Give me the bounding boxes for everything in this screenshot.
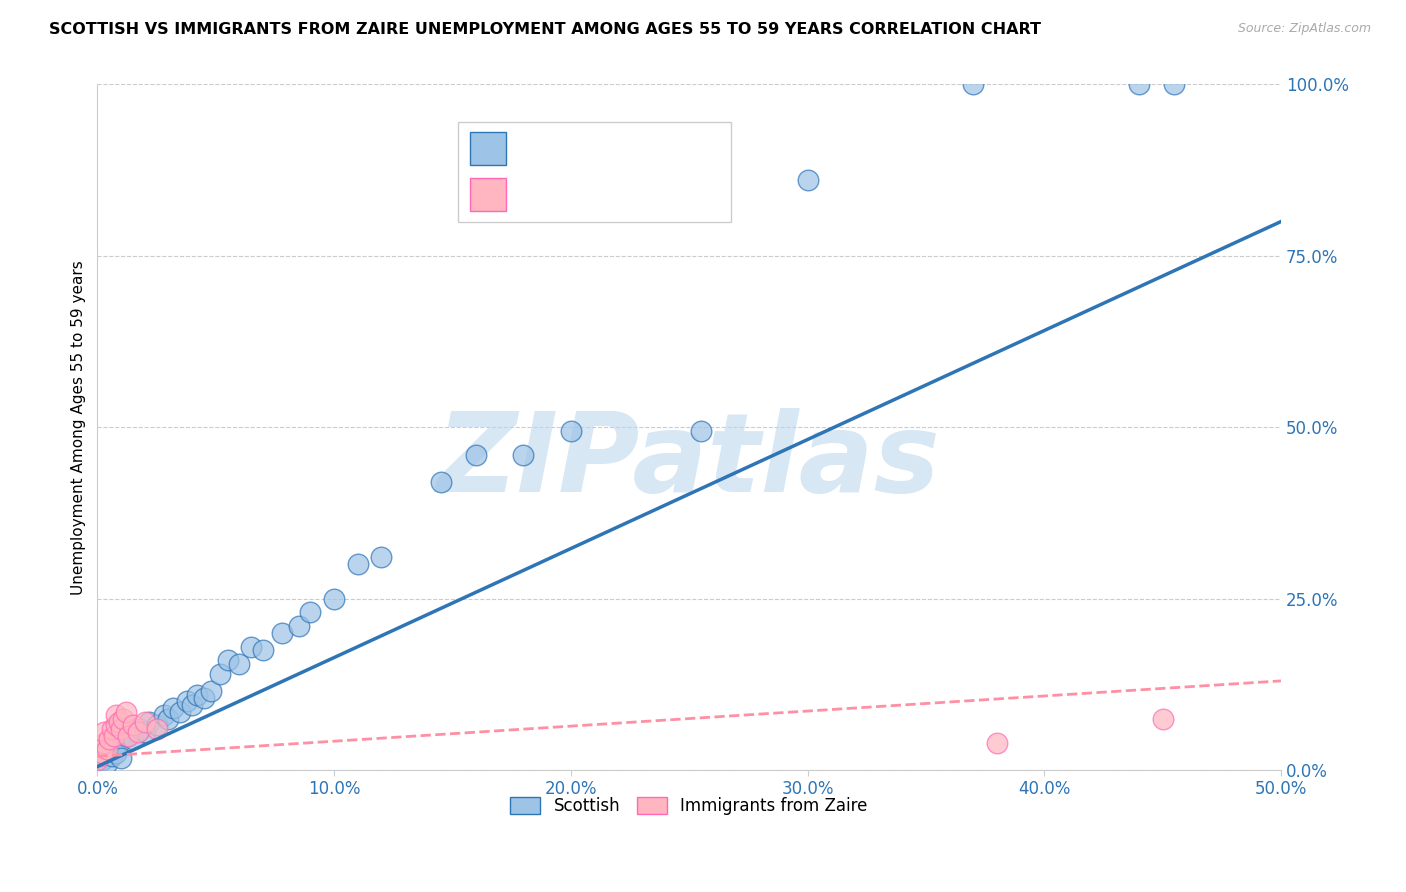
Legend: Scottish, Immigrants from Zaire: Scottish, Immigrants from Zaire bbox=[502, 789, 876, 823]
Point bbox=[169, 705, 191, 719]
Point bbox=[152, 708, 174, 723]
Point bbox=[193, 691, 215, 706]
Point bbox=[287, 619, 309, 633]
Point bbox=[986, 735, 1008, 749]
Point bbox=[228, 657, 250, 671]
Point bbox=[127, 725, 149, 739]
Point bbox=[114, 705, 136, 719]
Point bbox=[1163, 78, 1185, 92]
Point bbox=[690, 424, 713, 438]
Point bbox=[176, 694, 198, 708]
Point bbox=[1152, 712, 1174, 726]
Point bbox=[105, 708, 128, 723]
Point bbox=[162, 701, 184, 715]
Point bbox=[1128, 78, 1150, 92]
Point bbox=[98, 732, 121, 747]
Point bbox=[114, 729, 136, 743]
Point bbox=[96, 756, 118, 771]
Point bbox=[93, 725, 115, 739]
FancyBboxPatch shape bbox=[470, 132, 506, 165]
Point bbox=[100, 749, 122, 764]
Text: SCOTTISH VS IMMIGRANTS FROM ZAIRE UNEMPLOYMENT AMONG AGES 55 TO 59 YEARS CORRELA: SCOTTISH VS IMMIGRANTS FROM ZAIRE UNEMPL… bbox=[49, 22, 1042, 37]
Point bbox=[134, 714, 156, 729]
Point bbox=[209, 667, 232, 681]
Point bbox=[107, 714, 129, 729]
Point bbox=[110, 722, 132, 736]
Point bbox=[252, 643, 274, 657]
Point bbox=[103, 729, 125, 743]
Text: R = 0.078   N = 23: R = 0.078 N = 23 bbox=[520, 186, 690, 203]
Point bbox=[129, 722, 152, 736]
Point bbox=[145, 722, 167, 736]
Point bbox=[105, 718, 128, 732]
Point bbox=[512, 448, 534, 462]
Y-axis label: Unemployment Among Ages 55 to 59 years: Unemployment Among Ages 55 to 59 years bbox=[72, 260, 86, 595]
Text: R = 0.539   N = 45: R = 0.539 N = 45 bbox=[520, 140, 690, 158]
Point bbox=[86, 753, 108, 767]
Point bbox=[186, 688, 208, 702]
Point bbox=[103, 739, 125, 753]
Point bbox=[93, 746, 115, 760]
Point bbox=[138, 714, 160, 729]
Point bbox=[370, 550, 392, 565]
Point bbox=[121, 732, 143, 747]
Point bbox=[157, 712, 180, 726]
Point bbox=[346, 558, 368, 572]
Point bbox=[145, 718, 167, 732]
Point bbox=[121, 718, 143, 732]
Point bbox=[110, 750, 132, 764]
Point bbox=[465, 448, 488, 462]
Point bbox=[796, 173, 818, 187]
Text: ZIPatlas: ZIPatlas bbox=[437, 408, 941, 515]
Point bbox=[93, 735, 115, 749]
Point bbox=[240, 640, 263, 654]
Point bbox=[134, 725, 156, 739]
Point bbox=[91, 753, 114, 767]
Point bbox=[107, 735, 129, 749]
Point bbox=[112, 712, 135, 726]
Point bbox=[105, 746, 128, 760]
Point bbox=[200, 684, 222, 698]
Point bbox=[271, 626, 294, 640]
Point bbox=[560, 424, 582, 438]
Point bbox=[89, 749, 111, 764]
Point bbox=[89, 739, 111, 753]
Point bbox=[91, 746, 114, 760]
FancyBboxPatch shape bbox=[470, 178, 506, 211]
Text: Source: ZipAtlas.com: Source: ZipAtlas.com bbox=[1237, 22, 1371, 36]
Point bbox=[98, 742, 121, 756]
Point bbox=[299, 605, 322, 619]
Point bbox=[323, 591, 346, 606]
Point bbox=[89, 749, 111, 764]
Point bbox=[181, 698, 204, 712]
Point bbox=[429, 475, 451, 489]
FancyBboxPatch shape bbox=[458, 122, 731, 221]
Point bbox=[117, 729, 139, 743]
Point bbox=[217, 653, 239, 667]
Point bbox=[96, 742, 118, 756]
Point bbox=[100, 722, 122, 736]
Point bbox=[962, 78, 984, 92]
